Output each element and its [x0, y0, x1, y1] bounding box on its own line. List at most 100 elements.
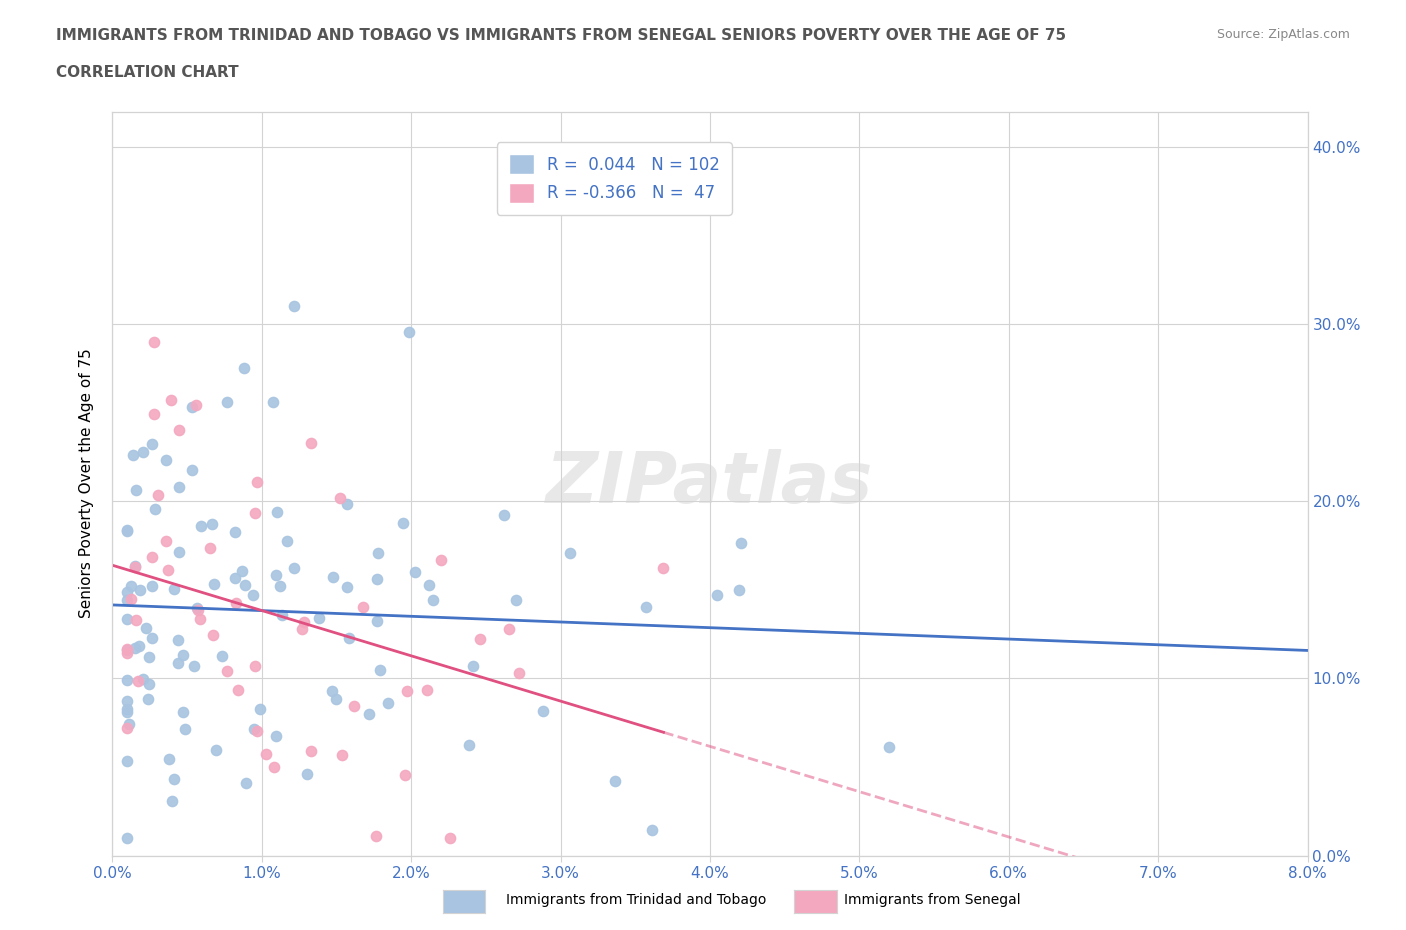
- Point: [269, 578, 291, 593]
- Point: [394, 767, 416, 782]
- Point: [264, 729, 287, 744]
- Point: [276, 533, 298, 548]
- Point: [138, 676, 160, 691]
- Point: [125, 483, 148, 498]
- Point: [141, 578, 163, 593]
- Point: [404, 565, 426, 579]
- Point: [271, 607, 294, 622]
- Point: [295, 766, 318, 781]
- Point: [181, 399, 204, 414]
- Point: [141, 550, 163, 565]
- Point: [166, 633, 188, 648]
- Point: [605, 774, 627, 789]
- Text: Immigrants from Senegal: Immigrants from Senegal: [844, 893, 1021, 907]
- Point: [366, 572, 388, 587]
- Point: [120, 578, 142, 593]
- Text: CORRELATION CHART: CORRELATION CHART: [56, 65, 239, 80]
- Point: [422, 592, 444, 607]
- Point: [505, 593, 527, 608]
- Point: [169, 422, 191, 437]
- Point: [205, 743, 228, 758]
- Point: [235, 775, 257, 790]
- Point: [155, 452, 177, 467]
- Text: Immigrants from Trinidad and Tobago: Immigrants from Trinidad and Tobago: [506, 893, 766, 907]
- Point: [173, 722, 195, 737]
- Point: [395, 684, 418, 698]
- Point: [430, 552, 453, 567]
- Point: [169, 545, 191, 560]
- Point: [416, 683, 439, 698]
- Point: [141, 436, 163, 451]
- Point: [225, 595, 247, 610]
- Point: [299, 743, 322, 758]
- Point: [117, 830, 139, 845]
- Point: [163, 581, 186, 596]
- Point: [641, 822, 664, 837]
- Point: [117, 593, 139, 608]
- Point: [283, 561, 305, 576]
- Point: [198, 540, 221, 555]
- Point: [727, 583, 749, 598]
- Point: [117, 611, 139, 626]
- Point: [243, 722, 266, 737]
- Point: [183, 658, 205, 673]
- Point: [299, 435, 322, 450]
- Point: [352, 600, 374, 615]
- Point: [283, 299, 305, 314]
- Point: [122, 447, 145, 462]
- Point: [117, 642, 139, 657]
- Point: [180, 462, 202, 477]
- Point: [558, 545, 581, 560]
- Point: [470, 631, 492, 646]
- Point: [439, 830, 461, 845]
- Point: [266, 504, 288, 519]
- Point: [321, 684, 343, 698]
- Point: [143, 502, 166, 517]
- Point: [879, 739, 901, 754]
- Point: [418, 578, 440, 592]
- Point: [366, 828, 388, 843]
- Point: [329, 491, 352, 506]
- Point: [392, 515, 415, 530]
- Point: [366, 614, 388, 629]
- Point: [117, 721, 139, 736]
- Point: [167, 480, 190, 495]
- Point: [215, 664, 238, 679]
- Point: [634, 600, 657, 615]
- Point: [531, 703, 554, 718]
- Point: [135, 620, 157, 635]
- Point: [128, 583, 150, 598]
- Point: [117, 705, 139, 720]
- Point: [458, 737, 481, 752]
- Point: [132, 445, 155, 459]
- Point: [262, 394, 284, 409]
- Point: [143, 335, 166, 350]
- Point: [368, 662, 391, 677]
- Point: [143, 406, 166, 421]
- Point: [125, 613, 148, 628]
- Point: [367, 546, 389, 561]
- Point: [291, 622, 314, 637]
- Point: [224, 571, 246, 586]
- Point: [226, 683, 249, 698]
- Point: [292, 614, 315, 629]
- Point: [498, 621, 520, 636]
- Point: [124, 559, 146, 574]
- Text: Source: ZipAtlas.com: Source: ZipAtlas.com: [1216, 28, 1350, 41]
- Point: [157, 751, 180, 766]
- Point: [155, 534, 177, 549]
- Point: [461, 659, 484, 674]
- Point: [160, 794, 183, 809]
- Point: [141, 631, 163, 645]
- Point: [308, 611, 330, 626]
- Point: [231, 564, 253, 578]
- Point: [132, 671, 155, 686]
- Point: [156, 563, 179, 578]
- Point: [117, 584, 139, 599]
- Point: [172, 704, 194, 719]
- Point: [117, 645, 139, 660]
- Point: [211, 649, 233, 664]
- Point: [138, 649, 160, 664]
- Point: [184, 397, 207, 412]
- Point: [124, 559, 146, 574]
